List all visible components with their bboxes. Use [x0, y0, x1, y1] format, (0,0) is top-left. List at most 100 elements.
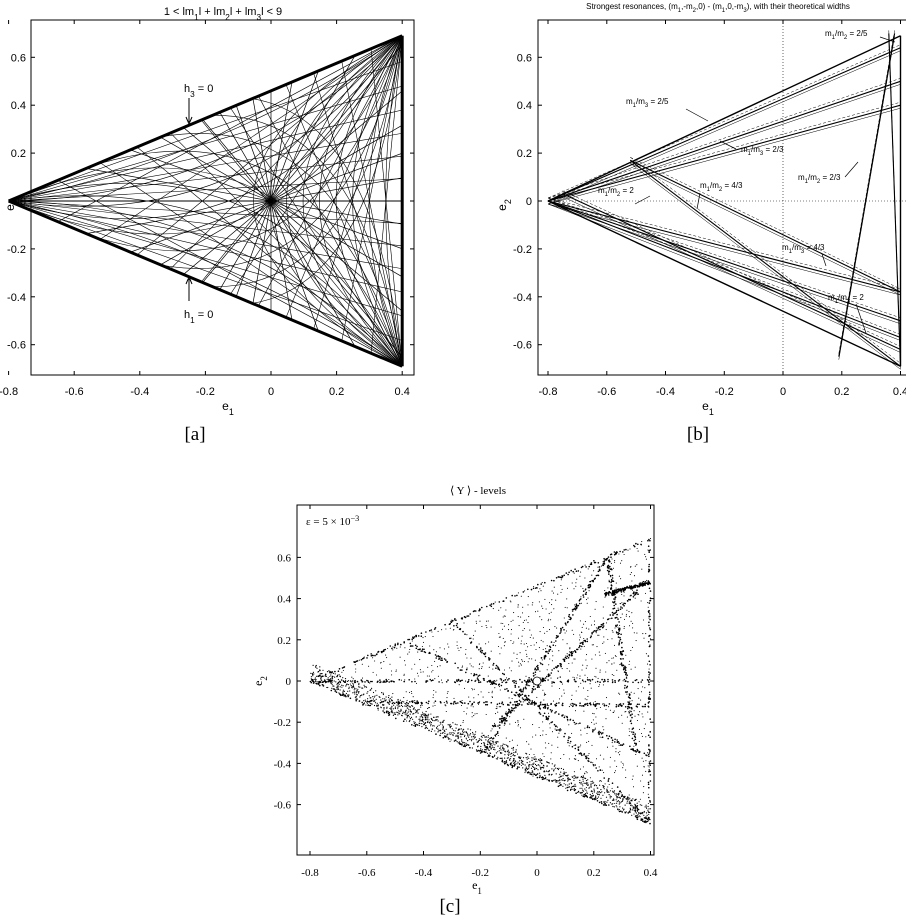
- scatter-point: [376, 705, 378, 707]
- scatter-point: [522, 660, 524, 662]
- scatter-point: [611, 590, 614, 592]
- scatter-point: [624, 680, 627, 683]
- panel-a-xtick-labels: -0.8 -0.6 -0.4 -0.2 0 0.2 0.4: [0, 20, 410, 398]
- scatter-point: [507, 703, 509, 706]
- xtick-label: 0.2: [587, 867, 601, 879]
- scatter-point: [559, 782, 561, 784]
- scatter-point: [582, 704, 585, 707]
- scatter-point: [519, 694, 522, 697]
- scatter-point: [608, 559, 611, 561]
- scatter-point: [457, 667, 459, 669]
- scatter-point: [640, 732, 643, 735]
- scatter-point: [348, 694, 350, 696]
- scatter-point: [538, 591, 540, 593]
- scatter-point: [627, 796, 629, 798]
- scatter-point: [454, 662, 457, 665]
- scatter-point: [492, 662, 495, 665]
- scatter-point: [440, 723, 442, 725]
- scatter-point: [395, 669, 397, 671]
- scatter-point: [370, 697, 372, 699]
- scatter-point: [609, 795, 611, 797]
- scatter-point: [530, 772, 532, 774]
- scatter-point: [493, 743, 495, 745]
- scatter-point: [520, 764, 522, 767]
- scatter-point: [611, 568, 613, 571]
- scatter-point: [478, 668, 480, 670]
- scatter-point: [481, 625, 483, 628]
- scatter-point: [409, 701, 411, 703]
- scatter-point: [588, 628, 590, 630]
- resonance-curve: [8, 200, 403, 367]
- scatter-point: [382, 681, 385, 683]
- scatter-point: [636, 592, 638, 594]
- scatter-point: [590, 795, 592, 797]
- scatter-point: [433, 702, 435, 704]
- scatter-point: [621, 650, 623, 653]
- scatter-point: [526, 768, 529, 771]
- scatter-point: [439, 658, 441, 660]
- scatter-point: [602, 564, 605, 567]
- scatter-point: [531, 770, 533, 772]
- scatter-point: [647, 539, 649, 542]
- scatter-point: [628, 794, 630, 796]
- scatter-point: [582, 687, 585, 689]
- scatter-point: [472, 638, 474, 640]
- scatter-point: [611, 638, 613, 640]
- scatter-point: [535, 758, 537, 760]
- scatter-point: [500, 752, 502, 755]
- scatter-point: [603, 772, 605, 774]
- scatter-point: [539, 631, 541, 633]
- scatter-point: [503, 673, 506, 676]
- scatter-point: [581, 787, 583, 789]
- scatter-point: [528, 757, 530, 759]
- scatter-point: [507, 629, 510, 631]
- scatter-point: [581, 679, 584, 681]
- scatter-point: [465, 680, 467, 682]
- scatter-point: [444, 704, 446, 706]
- scatter-point: [649, 664, 651, 666]
- scatter-point: [626, 802, 628, 804]
- scatter-point: [645, 653, 647, 655]
- scatter-point: [649, 822, 651, 825]
- scatter-point: [555, 637, 558, 639]
- scatter-point: [585, 566, 587, 568]
- scatter-point: [418, 718, 420, 720]
- scatter-point: [631, 805, 633, 807]
- scatter-point: [515, 682, 517, 685]
- scatter-point: [574, 744, 577, 746]
- scatter-point: [531, 690, 534, 692]
- scatter-point: [606, 801, 608, 803]
- scatter-point: [566, 668, 568, 670]
- scatter-point: [476, 677, 479, 679]
- scatter-point: [339, 681, 342, 684]
- scatter-point: [388, 699, 390, 701]
- scatter-point: [590, 562, 593, 564]
- scatter-point: [463, 745, 465, 747]
- scatter-point: [466, 634, 468, 636]
- resonance-curve: [402, 35, 403, 367]
- scatter-point: [480, 745, 482, 748]
- scatter-point: [374, 654, 376, 657]
- scatter-point: [530, 767, 533, 769]
- scatter-point: [640, 600, 642, 602]
- scatter-point: [425, 701, 428, 704]
- scatter-point: [600, 792, 602, 794]
- scatter-point: [591, 633, 593, 635]
- scatter-point: [338, 668, 341, 670]
- scatter-point: [586, 791, 588, 793]
- scatter-point: [365, 686, 368, 688]
- scatter-point: [548, 773, 550, 775]
- scatter-point: [622, 650, 624, 652]
- scatter-point: [501, 752, 503, 754]
- scatter-point: [573, 758, 575, 760]
- scatter-point: [620, 801, 623, 803]
- scatter-point: [355, 695, 357, 698]
- scatter-point: [414, 721, 416, 724]
- scatter-point: [540, 662, 542, 665]
- scatter-point: [628, 810, 631, 812]
- scatter-point: [528, 616, 530, 618]
- scatter-point: [583, 637, 585, 640]
- scatter-point: [562, 775, 564, 777]
- scatter-point: [527, 694, 530, 697]
- scatter-point: [607, 799, 609, 802]
